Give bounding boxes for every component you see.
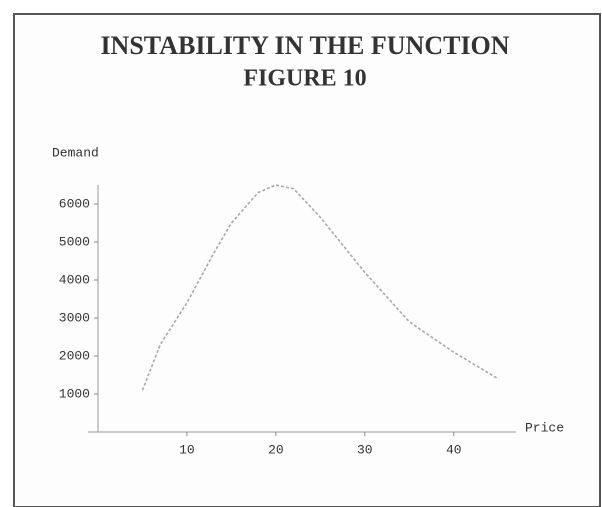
chart-subtitle: FIGURE 10 <box>243 66 366 92</box>
y-tick-label: 4000 <box>59 272 90 287</box>
y-tick-label: 2000 <box>59 348 90 363</box>
y-tick-label: 1000 <box>59 386 90 401</box>
y-axis-label: Demand <box>52 145 99 160</box>
y-tick-label: 5000 <box>59 234 90 249</box>
x-tick-label: 20 <box>268 442 284 457</box>
y-tick-label: 6000 <box>59 196 90 211</box>
x-tick-label: 10 <box>179 442 195 457</box>
x-tick-label: 40 <box>446 442 462 457</box>
y-tick-label: 3000 <box>59 310 90 325</box>
frame <box>13 13 601 507</box>
x-tick-label: 30 <box>357 442 373 457</box>
chart-title: INSTABILITY IN THE FUNCTION <box>100 31 509 60</box>
x-axis-label: Price <box>525 420 564 435</box>
